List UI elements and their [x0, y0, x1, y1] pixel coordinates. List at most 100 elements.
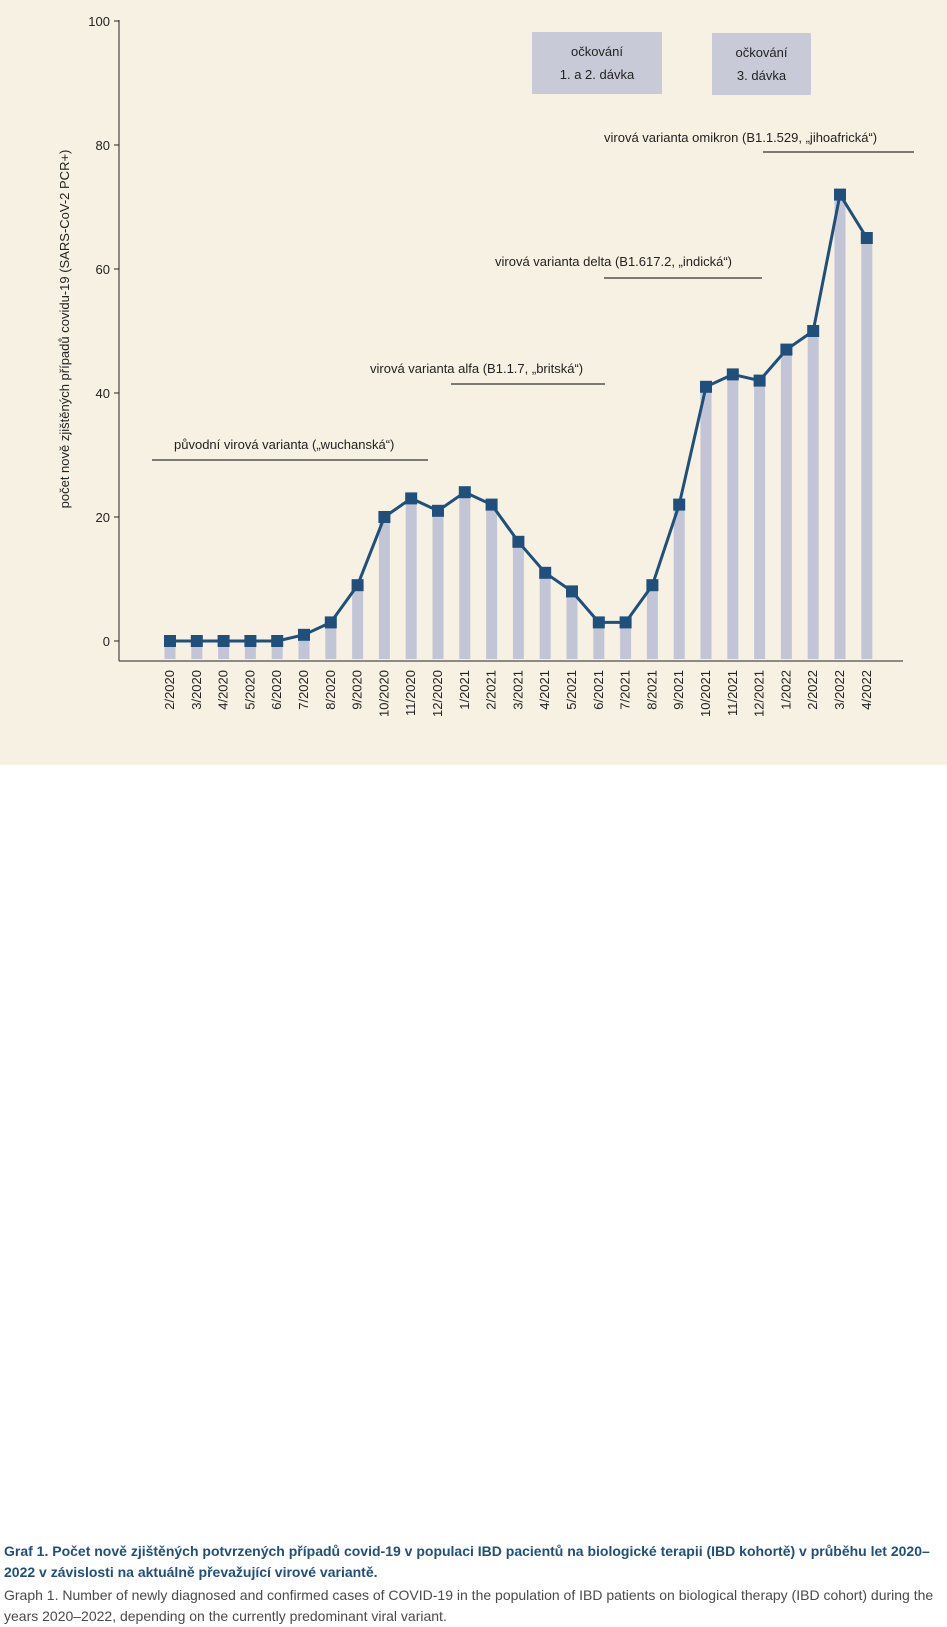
- bar: [700, 386, 712, 659]
- bar: [646, 585, 658, 659]
- chart-figure: 0 20 40 60 80 100 počet nově zjištěných případ…: [0, 0, 947, 765]
- x-tick-label: 4/2022: [859, 670, 874, 710]
- bar: [566, 591, 578, 659]
- data-point-marker: [271, 635, 284, 647]
- x-tick-label: 12/2020: [430, 670, 445, 717]
- chart-svg: 0 20 40 60 80 100 počet nově zjištěných případ…: [57, 14, 914, 717]
- x-tick-label: 2/2021: [484, 670, 499, 710]
- bar: [459, 492, 471, 659]
- y-tick-label: 100: [88, 14, 110, 29]
- data-point-marker: [298, 628, 310, 641]
- bar: [352, 585, 364, 659]
- bar: [486, 504, 498, 659]
- bar: [673, 504, 685, 659]
- caption-czech: Graf 1. Počet nově zjištěných potvrzenýc…: [4, 1543, 930, 1580]
- data-point-marker: [726, 368, 739, 381]
- bar: [861, 238, 873, 659]
- data-point-marker: [860, 232, 873, 244]
- x-tick-label: 9/2020: [350, 670, 365, 710]
- variant-period-label: virová varianta alfa (B1.1.7, „britská“): [370, 361, 583, 376]
- y-tick-label: 80: [96, 138, 110, 153]
- vaccination-box-line1: očkování: [735, 45, 787, 60]
- vaccination-box-line2: 1. a 2. dávka: [560, 67, 635, 82]
- variant-period-label: virová varianta omikron (B1.1.529, „jiho…: [604, 130, 877, 145]
- caption-area: Graf 1. Počet nově zjištěných potvrzenýc…: [0, 765, 947, 1624]
- x-tick-label: 3/2020: [189, 670, 204, 710]
- data-point-marker: [405, 492, 418, 505]
- bar: [325, 622, 337, 659]
- x-tick-label: 6/2020: [269, 670, 284, 710]
- x-tick-label: 8/2021: [644, 670, 659, 710]
- x-tick-label: 10/2021: [698, 670, 713, 717]
- bar: [593, 622, 605, 659]
- x-tick-label: 3/2022: [832, 670, 847, 710]
- x-tick-label: 4/2021: [537, 670, 552, 710]
- x-tick-label: 11/2021: [725, 670, 740, 716]
- data-point-marker: [753, 374, 766, 387]
- x-tick-label: 5/2020: [242, 670, 257, 710]
- x-tick-label: 2/2020: [162, 670, 177, 710]
- data-point-marker: [673, 498, 686, 511]
- bar: [164, 641, 176, 659]
- x-tick-label: 1/2022: [778, 670, 793, 710]
- data-point-marker: [458, 486, 471, 499]
- data-point-marker: [324, 616, 337, 629]
- bar: [432, 510, 444, 659]
- x-tick-label: 12/2021: [752, 670, 767, 717]
- x-tick-label: 11/2020: [403, 670, 418, 716]
- data-point-marker: [217, 635, 230, 647]
- bar: [298, 634, 310, 659]
- bar: [218, 641, 230, 659]
- y-tick-label: 20: [96, 510, 110, 525]
- vaccination-box-line2: 3. dávka: [737, 68, 787, 83]
- bar: [378, 517, 390, 659]
- data-point-marker: [485, 498, 498, 511]
- data-point-marker: [432, 504, 444, 517]
- data-point-marker: [780, 343, 793, 356]
- x-tick-label: 7/2020: [296, 670, 311, 710]
- data-point-marker: [512, 535, 525, 548]
- x-tick-label: 3/2021: [510, 670, 525, 710]
- vaccination-box-line1: očkování: [571, 44, 623, 59]
- x-tick-label: 4/2020: [216, 670, 231, 710]
- data-point-marker: [807, 325, 820, 337]
- data-point-marker: [566, 585, 578, 598]
- x-tick-label: 5/2021: [564, 670, 579, 710]
- data-point-marker: [834, 188, 846, 201]
- data-point-marker: [539, 566, 552, 579]
- x-tick-label: 1/2021: [457, 670, 472, 710]
- bar: [512, 541, 524, 659]
- y-tick-label: 0: [103, 634, 110, 649]
- vaccination-box: [532, 32, 662, 94]
- y-tick-label: 60: [96, 262, 110, 277]
- bar: [244, 641, 256, 659]
- x-tick-label: 9/2021: [671, 670, 686, 710]
- bar: [271, 641, 283, 659]
- data-point-marker: [378, 511, 391, 523]
- bar: [727, 374, 739, 659]
- data-point-marker: [351, 579, 364, 592]
- bar: [754, 380, 766, 659]
- data-point-marker: [164, 635, 176, 647]
- bar: [834, 194, 846, 659]
- y-tick-label: 40: [96, 386, 110, 401]
- caption-english: Graph 1. Number of newly diagnosed and c…: [4, 1587, 934, 1624]
- data-point-marker: [244, 635, 257, 647]
- data-point-marker: [700, 380, 712, 393]
- x-tick-label: 10/2020: [376, 670, 391, 717]
- x-tick-label: 2/2022: [805, 670, 820, 710]
- x-tick-label: 6/2021: [591, 670, 606, 710]
- variant-period-label: původní virová varianta („wuchanská“): [174, 437, 394, 452]
- vaccination-box: [712, 33, 811, 95]
- data-point-marker: [619, 616, 632, 629]
- data-point-marker: [190, 635, 203, 647]
- x-tick-label: 8/2020: [323, 670, 338, 710]
- bar: [191, 641, 203, 659]
- y-axis-label: počet nově zjištěných případů covidu-19 …: [57, 150, 72, 509]
- bar: [539, 572, 551, 659]
- bar: [780, 349, 792, 659]
- variant-period-label: virová varianta delta (B1.617.2, „indick…: [495, 254, 732, 269]
- data-point-marker: [592, 616, 605, 629]
- bar: [807, 331, 819, 659]
- x-tick-label: 7/2021: [618, 670, 633, 710]
